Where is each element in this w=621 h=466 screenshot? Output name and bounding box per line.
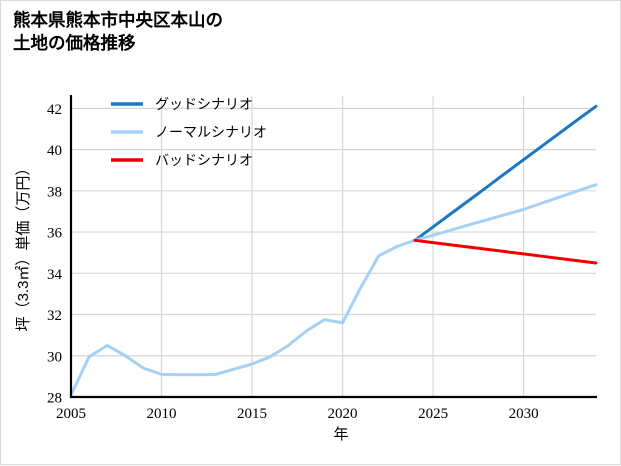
series-line: [413, 238, 598, 265]
y-axis-tick-labels: 28 30 32 34 36 38 40 42: [47, 102, 63, 407]
y-tick-label: 30: [47, 349, 62, 365]
legend-label: グッドシナリオ: [155, 96, 253, 112]
axis-spine: [69, 95, 597, 399]
x-axis-tick-labels: 2005 2010 2015 2020 2025 2030: [56, 406, 539, 422]
x-tick-label: 2025: [418, 406, 448, 422]
grid-layer: [70, 96, 596, 398]
x-tick-label: 2010: [147, 406, 177, 422]
y-tick-label: 36: [47, 226, 63, 242]
series-line: [413, 104, 598, 242]
x-tick-label: 2030: [509, 406, 539, 422]
y-tick-label: 38: [47, 184, 62, 200]
x-tick-label: 2015: [237, 406, 267, 422]
x-tick-label: 2005: [56, 406, 86, 422]
y-axis-title: 坪（3.3㎡）単価（万円）: [15, 161, 32, 332]
y-tick-label: 34: [47, 267, 63, 283]
series-line: [69, 183, 598, 397]
x-axis-title: 年: [333, 426, 348, 443]
y-tick-label: 32: [47, 308, 62, 324]
axes-spines: [69, 95, 597, 399]
page-title: 熊本県熊本市中央区本山の 土地の価格推移: [13, 10, 223, 54]
series-layer: [69, 104, 598, 397]
legend-label: ノーマルシナリオ: [155, 124, 267, 140]
y-tick-label: 28: [47, 391, 62, 407]
x-tick-label: 2020: [328, 406, 358, 422]
legend-label: バッドシナリオ: [155, 152, 253, 168]
y-tick-label: 40: [47, 143, 62, 159]
y-tick-label: 42: [47, 102, 62, 118]
